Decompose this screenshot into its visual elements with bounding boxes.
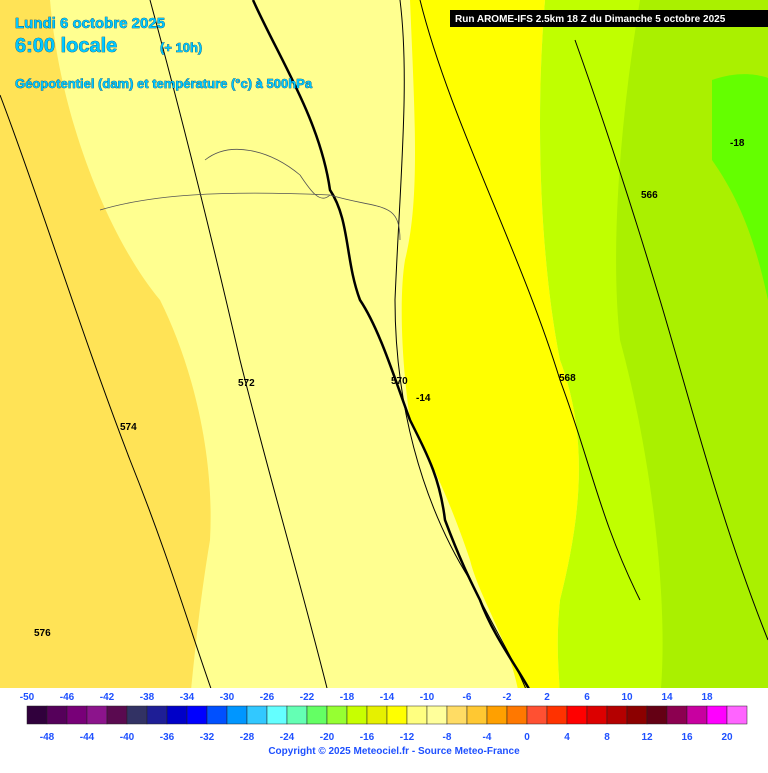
date: Lundi 6 octobre 2025: [15, 15, 165, 32]
legend-label: -32: [200, 732, 215, 743]
legend-swatch: [86, 705, 108, 725]
legend-swatch: [226, 705, 248, 725]
legend-swatch: [126, 705, 148, 725]
legend-swatch: [606, 705, 628, 725]
contour-label: 574: [120, 422, 137, 433]
legend-label: -40: [120, 732, 135, 743]
contour-label: 566: [641, 190, 658, 201]
legend-label: 6: [584, 692, 590, 703]
legend-label: -8: [443, 732, 452, 743]
legend-label: 12: [641, 732, 653, 743]
zone-yellow: [401, 0, 579, 700]
legend-label: 2: [544, 692, 550, 703]
contour-label: 570: [391, 376, 408, 387]
legend-label: -44: [80, 732, 95, 743]
legend-label: -34: [180, 692, 195, 703]
legend-swatch: [446, 705, 468, 725]
legend-label: -22: [300, 692, 315, 703]
legend-swatch: [726, 705, 748, 725]
legend-label: -38: [140, 692, 155, 703]
legend-swatch: [66, 705, 88, 725]
legend-swatch: [646, 705, 668, 725]
legend-swatch: [166, 705, 188, 725]
run-info: Run AROME-IFS 2.5km 18 Z du Dimanche 5 o…: [455, 14, 726, 25]
legend-swatch: [686, 705, 708, 725]
legend-label: -46: [60, 692, 75, 703]
legend-swatch: [146, 705, 168, 725]
legend-label: 4: [564, 732, 570, 743]
legend-label: 0: [524, 732, 530, 743]
legend-label: -26: [260, 692, 275, 703]
legend-swatch: [426, 705, 448, 725]
legend-label: 18: [701, 692, 713, 703]
time: 6:00 locale: [15, 35, 117, 57]
legend-swatch: [46, 705, 68, 725]
contour-label: 576: [34, 628, 51, 639]
border: [251, 0, 537, 701]
legend-swatch: [626, 705, 648, 725]
legend-swatch: [666, 705, 688, 725]
legend-swatch: [386, 705, 408, 725]
legend-label: -30: [220, 692, 235, 703]
subtitle: Géopotentiel (dam) et température (°c) à…: [15, 76, 313, 91]
contour-label: -14: [416, 393, 431, 404]
legend-swatch: [286, 705, 308, 725]
legend-label: 14: [661, 692, 673, 703]
run-box: [450, 10, 768, 27]
legend-swatch: [466, 705, 488, 725]
legend-swatch: [266, 705, 288, 725]
legend-label: -14: [380, 692, 395, 703]
legend-swatch: [586, 705, 608, 725]
legend-label: 20: [721, 732, 733, 743]
legend-label: -48: [40, 732, 55, 743]
contour-label: 572: [238, 378, 255, 389]
contour-label: -18: [730, 138, 745, 149]
legend-swatch: [206, 705, 228, 725]
legend-label: -36: [160, 732, 175, 743]
legend-swatch: [366, 705, 388, 725]
legend-label: -10: [420, 692, 435, 703]
legend-bg: [0, 688, 768, 768]
legend-label: -28: [240, 732, 255, 743]
legend-label: -4: [483, 732, 492, 743]
legend-swatch: [26, 705, 48, 725]
contour-label: 568: [559, 373, 576, 384]
legend-swatch: [106, 705, 128, 725]
legend-label: -20: [320, 732, 335, 743]
legend-swatch: [346, 705, 368, 725]
legend-swatch: [246, 705, 268, 725]
legend-label: -24: [280, 732, 295, 743]
zone-warm: [0, 0, 211, 700]
legend-swatch: [326, 705, 348, 725]
legend-label: -16: [360, 732, 375, 743]
lead: (+ 10h): [160, 40, 202, 55]
legend-label: 8: [604, 732, 610, 743]
regions: [99, 148, 401, 241]
legend-label: -12: [400, 732, 415, 743]
legend-swatch: [546, 705, 568, 725]
legend-swatch: [706, 705, 728, 725]
legend-label: 10: [621, 692, 633, 703]
legend-swatch: [186, 705, 208, 725]
legend-swatch: [306, 705, 328, 725]
legend-label: -2: [503, 692, 512, 703]
legend-label: -50: [20, 692, 35, 703]
legend-swatch: [566, 705, 588, 725]
legend-label: 16: [681, 732, 693, 743]
legend-label: -18: [340, 692, 355, 703]
legend-swatch: [486, 705, 508, 725]
copyright: Copyright © 2025 Meteociel.fr - Source M…: [268, 746, 520, 757]
legend-label: -6: [463, 692, 472, 703]
legend-swatch: [406, 705, 428, 725]
legend-label: -42: [100, 692, 115, 703]
zone-bright-green: [712, 74, 768, 300]
legend-swatch: [526, 705, 548, 725]
legend-swatch: [506, 705, 528, 725]
